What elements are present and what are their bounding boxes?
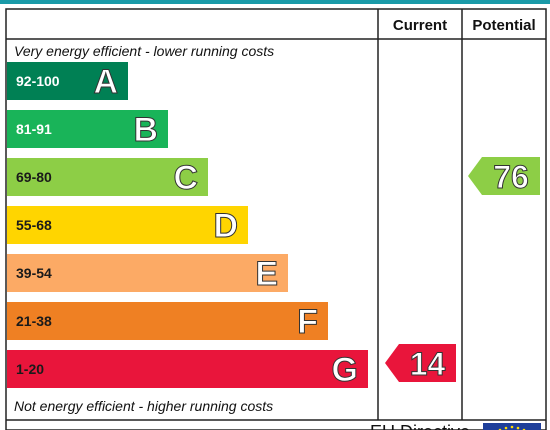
band-letter-e: E <box>255 255 278 293</box>
band-range-d: 55-68 <box>16 217 52 233</box>
current-arrow <box>385 344 456 382</box>
potential-rating-value: 76 <box>493 159 529 195</box>
eu-flag-star-icon <box>516 426 520 430</box>
band-letter-a: A <box>93 63 118 101</box>
band-letter-c: C <box>173 159 198 197</box>
band-range-c: 69-80 <box>16 169 52 185</box>
top-accent-rule <box>0 0 550 4</box>
eu-flag-star-icon <box>504 426 508 430</box>
band-letter-f: F <box>297 303 318 341</box>
band-letter-b: B <box>133 111 158 149</box>
chart-frame <box>5 8 547 430</box>
band-bar-a <box>7 62 128 100</box>
band-letter-d: D <box>213 207 238 245</box>
band-range-f: 21-38 <box>16 313 52 329</box>
eu-directive-label: EU Directive <box>370 422 470 430</box>
band-range-e: 39-54 <box>16 265 52 281</box>
band-bar-e <box>7 254 288 292</box>
current-rating-value: 14 <box>410 346 446 382</box>
potential-arrow <box>468 157 540 195</box>
band-bar-f <box>7 302 328 340</box>
band-range-a: 92-100 <box>16 73 60 89</box>
band-letter-g: G <box>332 351 358 389</box>
potential-column-header: Potential <box>472 17 535 34</box>
band-range-g: 1-20 <box>16 361 44 377</box>
eu-flag-star-icon <box>510 425 514 429</box>
band-bar-g <box>7 350 368 388</box>
top-note: Very energy efficient - lower running co… <box>14 43 274 59</box>
band-bar-d <box>7 206 248 244</box>
band-bar-b <box>7 110 168 148</box>
band-bar-c <box>7 158 208 196</box>
bottom-note: Not energy efficient - higher running co… <box>14 398 273 414</box>
band-range-b: 81-91 <box>16 121 52 137</box>
current-column-header: Current <box>393 17 447 34</box>
